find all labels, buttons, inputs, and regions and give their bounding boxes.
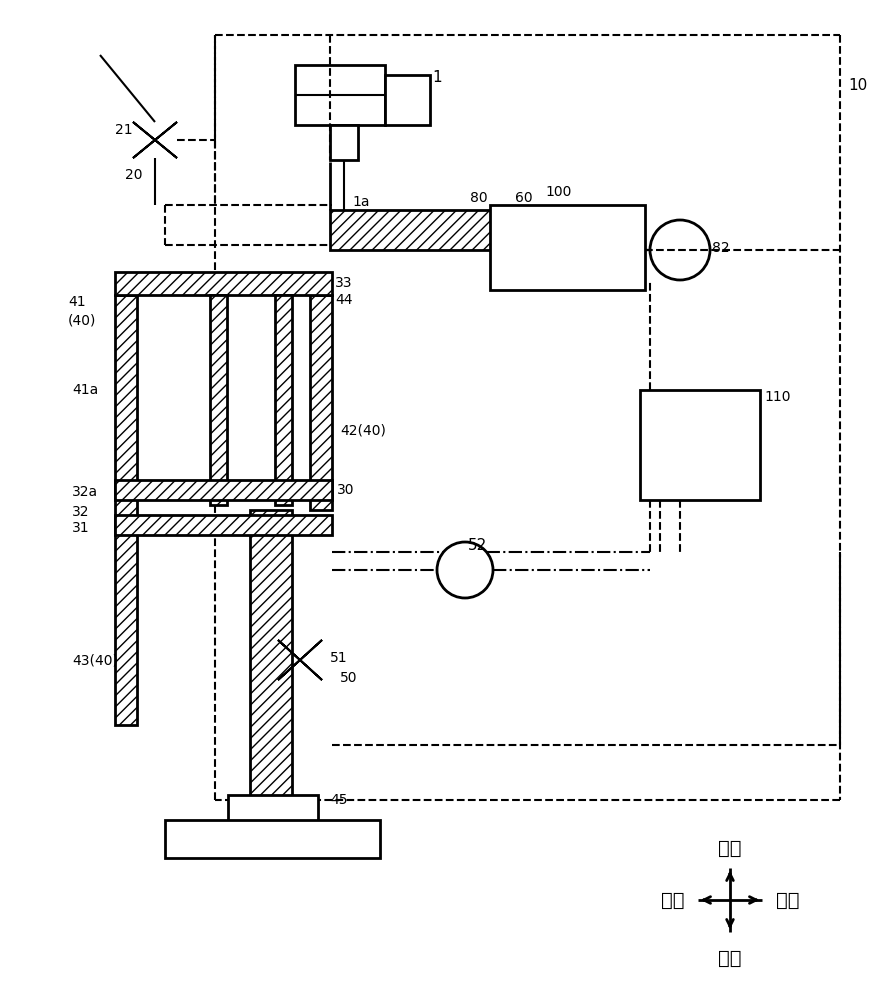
Text: 44: 44 — [335, 293, 352, 307]
Bar — [330, 210, 595, 250]
Circle shape — [437, 542, 493, 598]
Text: 32: 32 — [72, 505, 90, 519]
Text: 21: 21 — [115, 123, 133, 137]
Bar — [330, 125, 358, 160]
Polygon shape — [133, 122, 177, 158]
Bar — [250, 510, 292, 815]
Text: 后方: 后方 — [776, 890, 799, 910]
Bar — [210, 295, 227, 505]
Bar — [165, 820, 380, 858]
Text: 41a: 41a — [72, 383, 98, 397]
Polygon shape — [133, 122, 177, 158]
Bar — [115, 295, 137, 725]
Text: 45: 45 — [330, 793, 347, 807]
Text: 50: 50 — [340, 671, 358, 685]
Bar — [310, 295, 332, 510]
Text: 1: 1 — [432, 70, 441, 86]
Bar — [228, 795, 318, 823]
Text: 33: 33 — [335, 276, 352, 290]
Polygon shape — [278, 640, 322, 680]
Text: 前方: 前方 — [660, 890, 684, 910]
Text: 42(40): 42(40) — [340, 423, 386, 437]
Text: 20: 20 — [125, 168, 142, 182]
Text: 41: 41 — [68, 295, 85, 309]
Text: 52: 52 — [468, 538, 487, 552]
Text: 30: 30 — [337, 483, 354, 497]
Text: 上方: 上方 — [718, 838, 741, 857]
Text: 下方: 下方 — [718, 948, 741, 968]
Text: 1a: 1a — [352, 195, 369, 209]
Bar — [640, 390, 760, 500]
Text: 82: 82 — [712, 241, 730, 255]
Bar — [115, 515, 332, 535]
Bar — [490, 205, 645, 290]
Bar — [137, 295, 210, 505]
Bar — [295, 65, 385, 125]
Text: 60: 60 — [515, 191, 532, 205]
Text: 100: 100 — [545, 185, 571, 199]
Bar — [385, 75, 430, 125]
Text: (40): (40) — [68, 313, 96, 327]
Text: 43(40): 43(40) — [72, 653, 117, 667]
Text: 80: 80 — [470, 191, 488, 205]
Text: 110: 110 — [764, 390, 790, 404]
Bar — [292, 295, 310, 505]
Text: 10: 10 — [848, 78, 867, 93]
Circle shape — [650, 220, 710, 280]
Bar — [227, 295, 275, 505]
Text: 31: 31 — [72, 521, 90, 535]
Polygon shape — [278, 640, 322, 680]
Text: 51: 51 — [330, 651, 348, 665]
Bar — [115, 480, 332, 500]
Bar — [275, 295, 292, 505]
Text: 32a: 32a — [72, 485, 98, 499]
Bar — [115, 272, 332, 295]
